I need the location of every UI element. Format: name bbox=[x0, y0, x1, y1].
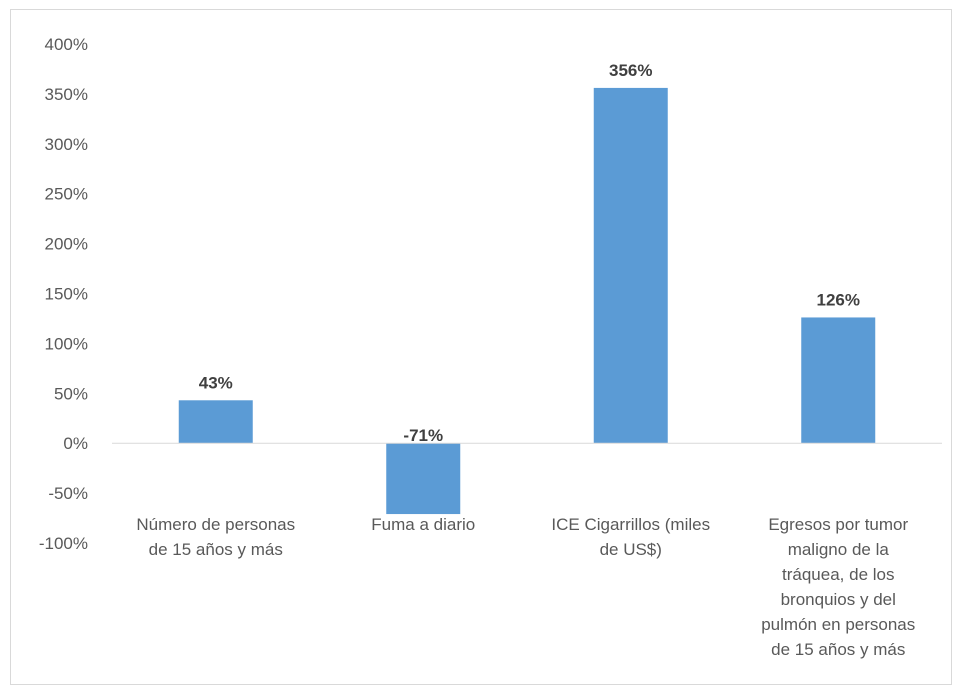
category-label: ICE Cigarrillos (miles de US$) bbox=[551, 515, 710, 559]
category-label-line: ICE Cigarrillos (miles bbox=[551, 515, 710, 534]
category-label-line: Egresos por tumor bbox=[768, 515, 908, 534]
y-tick-label: 150% bbox=[45, 285, 88, 304]
y-tick-label: 50% bbox=[54, 384, 88, 403]
category-label-line: de 15 años y más bbox=[771, 640, 905, 659]
y-tick-label: -50% bbox=[48, 484, 88, 503]
y-tick-label: 400% bbox=[45, 35, 88, 54]
category-label-line: de 15 años y más bbox=[149, 540, 283, 559]
y-tick-label: 350% bbox=[45, 85, 88, 104]
data-label: -71% bbox=[403, 426, 443, 445]
chart-frame bbox=[10, 9, 952, 685]
y-tick-label: 250% bbox=[45, 185, 88, 204]
bar bbox=[801, 317, 876, 444]
category-label-line: Fuma a diario bbox=[371, 515, 475, 534]
category-label-line: tráquea, de los bbox=[782, 565, 894, 584]
y-tick-label: 300% bbox=[45, 135, 88, 154]
category-label-line: maligno de la bbox=[788, 540, 890, 559]
y-tick-label: 200% bbox=[45, 235, 88, 254]
data-label: 356% bbox=[609, 61, 652, 80]
data-label: 126% bbox=[817, 290, 860, 309]
bar bbox=[386, 443, 461, 515]
category-label-line: Número de personas bbox=[136, 515, 295, 534]
category-label: Egresos por tumor maligno de la tráquea, d… bbox=[761, 515, 915, 659]
category-label: Fuma a diario bbox=[371, 515, 475, 534]
category-label: Número de personas de 15 años y más bbox=[136, 515, 295, 559]
y-tick-label: 100% bbox=[45, 334, 88, 353]
y-tick-label: 0% bbox=[63, 434, 88, 453]
bar bbox=[178, 400, 253, 444]
bar bbox=[593, 87, 668, 444]
category-label-line: pulmón en personas bbox=[761, 615, 915, 634]
data-label: 43% bbox=[199, 373, 233, 392]
category-label-line: bronquios y del bbox=[781, 590, 896, 609]
y-tick-label: -100% bbox=[39, 534, 88, 553]
category-label-line: de US$) bbox=[600, 540, 662, 559]
